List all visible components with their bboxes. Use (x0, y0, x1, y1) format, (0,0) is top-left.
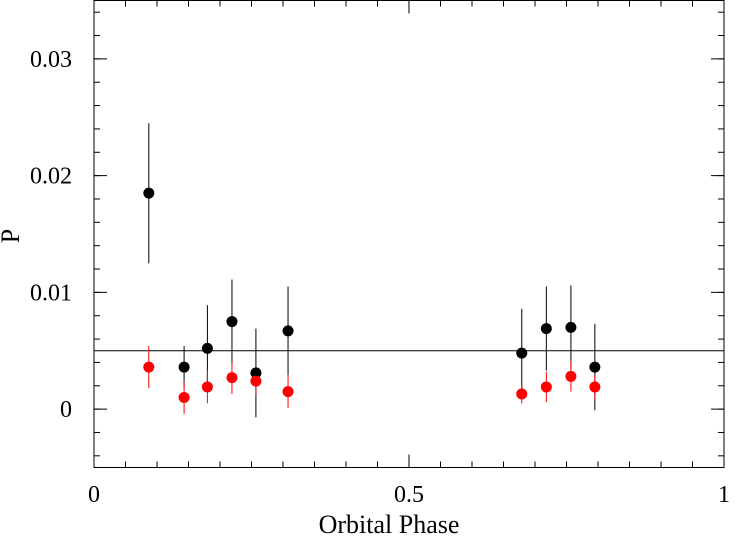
red-data-point (250, 375, 262, 387)
black-data-point (250, 367, 262, 379)
x-tick-label: 0.5 (394, 482, 424, 508)
black-data-point (282, 325, 294, 337)
y-axis-title: P (0, 229, 25, 243)
y-tick-label: 0.01 (30, 280, 72, 306)
red-data-point (178, 391, 190, 403)
black-data-point (143, 187, 155, 199)
y-tick-label: 0 (60, 397, 72, 423)
tick-labels: 0 0.5 1 0 0.01 0.02 0.03 (30, 47, 730, 508)
red-data-point (516, 388, 528, 400)
red-data-point (143, 361, 155, 373)
red-data-point (226, 372, 238, 384)
red-data-point (589, 381, 601, 393)
x-tick-label: 0 (88, 482, 100, 508)
red-data-point (201, 381, 213, 393)
black-data-point (178, 361, 190, 373)
red-data-point (540, 381, 552, 393)
black-data-point (540, 323, 552, 335)
error-bars (148, 123, 596, 418)
y-tick-label: 0.03 (30, 47, 72, 73)
black-data-point (226, 316, 238, 328)
red-data-point (282, 386, 294, 398)
red-data-point (565, 370, 577, 382)
x-tick-label: 1 (718, 482, 730, 508)
data-points (143, 187, 601, 403)
plot-frame (93, 0, 725, 468)
black-data-point (589, 361, 601, 373)
black-data-point (565, 321, 577, 333)
x-axis-title: Orbital Phase (319, 510, 460, 539)
black-data-point (201, 342, 213, 354)
y-tick-label: 0.02 (30, 164, 72, 190)
black-data-point (516, 347, 528, 359)
minor-ticks (93, 0, 725, 468)
